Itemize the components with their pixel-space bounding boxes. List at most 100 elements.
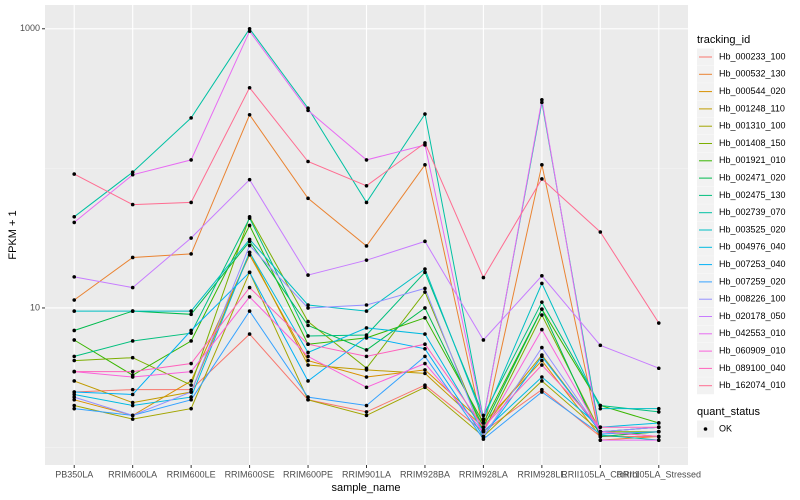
data-point xyxy=(364,366,369,371)
data-point xyxy=(598,425,603,429)
legend-label: Hb_001310_100 xyxy=(719,121,786,131)
x-tick-label: RRIM600LA xyxy=(108,469,157,479)
data-point xyxy=(306,363,310,367)
data-point xyxy=(423,141,427,145)
data-point xyxy=(72,328,77,333)
x-tick-label: RRIM928LE xyxy=(517,469,566,479)
data-point xyxy=(189,406,193,411)
data-point xyxy=(481,429,486,434)
data-point xyxy=(72,275,77,279)
data-point xyxy=(247,237,252,242)
data-point xyxy=(423,354,427,359)
data-point xyxy=(72,379,77,383)
x-tick-label: RRIM600LE xyxy=(167,469,216,479)
data-point xyxy=(306,342,310,347)
data-point xyxy=(189,116,193,120)
data-point xyxy=(247,253,252,257)
data-point xyxy=(364,244,369,248)
data-point xyxy=(189,361,193,366)
x-tick-label: RRII105LA_Stressed xyxy=(616,469,701,479)
data-point xyxy=(364,309,369,313)
data-point xyxy=(130,202,135,207)
point-legend-title: quant_status xyxy=(697,406,760,418)
data-point xyxy=(540,281,544,286)
data-point xyxy=(598,406,603,411)
data-point xyxy=(306,159,310,164)
data-point xyxy=(72,172,77,176)
data-point xyxy=(306,397,310,402)
data-point xyxy=(656,438,661,442)
x-tick-label: RRIM901LA xyxy=(342,469,391,479)
data-point xyxy=(540,375,544,379)
legend-label: Hb_008226_100 xyxy=(719,294,786,304)
data-point xyxy=(189,395,193,399)
data-point xyxy=(423,163,427,167)
data-point xyxy=(656,410,661,414)
data-point xyxy=(306,303,310,307)
data-point xyxy=(656,421,661,425)
data-point xyxy=(306,319,310,324)
legend-label: Hb_002475_130 xyxy=(719,190,786,200)
legend-label: Hb_089100_040 xyxy=(719,363,786,373)
legend-point xyxy=(703,427,708,431)
data-point xyxy=(364,348,369,352)
data-point xyxy=(423,368,427,372)
data-point xyxy=(306,350,310,355)
data-point xyxy=(189,158,193,162)
data-point xyxy=(247,85,252,90)
x-tick-label: RRIM600PE xyxy=(283,469,333,479)
data-point xyxy=(423,316,427,320)
data-point xyxy=(72,395,77,399)
data-point xyxy=(540,379,544,383)
data-point xyxy=(306,395,310,399)
data-point xyxy=(306,273,310,277)
data-point xyxy=(481,421,486,425)
legend-label: Hb_000532_130 xyxy=(719,69,786,79)
data-point xyxy=(306,358,310,363)
data-point xyxy=(72,220,77,225)
legend-title: tracking_id xyxy=(697,34,750,46)
x-axis-label: sample_name xyxy=(331,482,400,494)
data-point xyxy=(540,163,544,167)
data-point xyxy=(598,429,603,434)
data-point xyxy=(423,332,427,336)
data-point xyxy=(423,267,427,271)
data-point xyxy=(247,309,252,313)
data-point xyxy=(130,172,135,177)
data-point xyxy=(72,214,77,219)
data-point xyxy=(364,326,369,330)
data-point xyxy=(306,108,310,113)
data-point xyxy=(72,369,77,374)
data-point xyxy=(481,418,486,423)
data-point xyxy=(364,303,369,307)
data-point xyxy=(189,331,193,335)
data-point xyxy=(656,429,661,434)
data-point xyxy=(423,112,427,116)
data-point xyxy=(481,338,486,342)
data-point xyxy=(364,403,369,408)
y-tick-label: 10 xyxy=(30,302,40,312)
data-point xyxy=(189,390,193,394)
data-point xyxy=(247,295,252,299)
data-point xyxy=(540,97,544,102)
data-point xyxy=(130,417,135,421)
data-point xyxy=(130,285,135,290)
data-point xyxy=(306,323,310,328)
data-point xyxy=(423,239,427,244)
data-point xyxy=(306,334,310,338)
data-point xyxy=(656,425,661,429)
legend-label: Hb_001248_110 xyxy=(719,103,785,113)
data-point xyxy=(130,392,135,397)
data-point xyxy=(130,387,135,392)
legend-label: Hb_001408_150 xyxy=(719,138,786,148)
data-point xyxy=(598,403,603,408)
data-point xyxy=(247,270,252,275)
data-point xyxy=(364,258,369,262)
data-point xyxy=(364,200,369,205)
legend-label: OK xyxy=(719,423,732,433)
data-point xyxy=(423,371,427,376)
data-point xyxy=(189,312,193,317)
data-point xyxy=(247,223,252,228)
